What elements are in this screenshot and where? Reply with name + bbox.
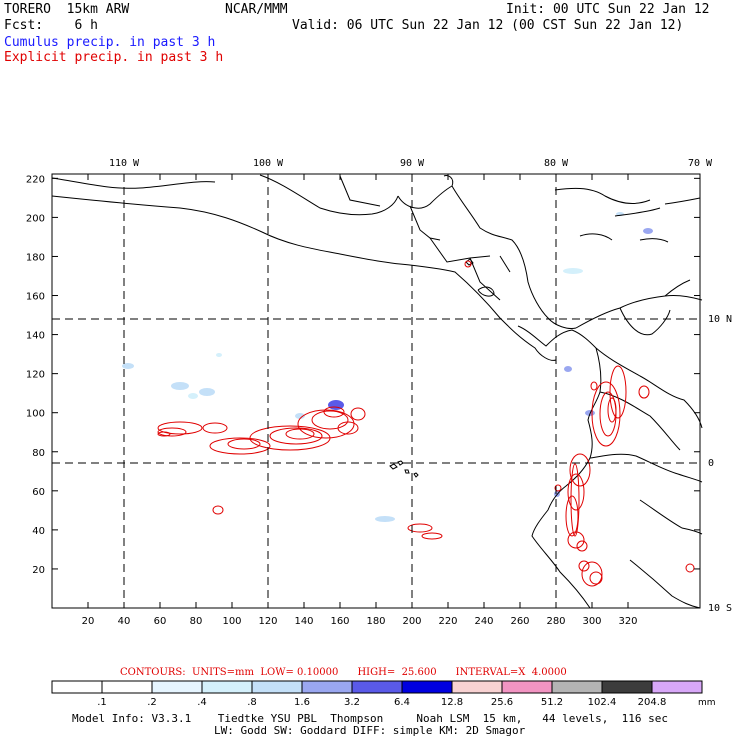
colorbar-label: 6.4 bbox=[394, 697, 410, 708]
x-tick-label: 260 bbox=[510, 616, 529, 627]
model-info-line2: LW: Godd SW: Goddard DIFF: simple KM: 2D… bbox=[214, 724, 526, 737]
lat-lon-gridlines bbox=[52, 174, 700, 608]
x-tick-label: 240 bbox=[474, 616, 493, 627]
y-tick-label: 40 bbox=[32, 526, 45, 537]
colorbar-swatch bbox=[101, 680, 153, 694]
colorbar-unit: mm bbox=[698, 698, 716, 708]
colorbar-swatch bbox=[301, 680, 353, 694]
y-tick-label: 60 bbox=[32, 487, 45, 498]
colorbar-label: 204.8 bbox=[638, 697, 667, 708]
colorbar-swatch bbox=[351, 680, 403, 694]
organization-label: NCAR/MMM bbox=[225, 2, 288, 17]
colorbar-swatch bbox=[551, 680, 603, 694]
plot-frame bbox=[51, 173, 701, 609]
y-tick-label: 200 bbox=[26, 213, 45, 224]
contour-info: CONTOURS: UNITS=mm LOW= 0.10000 HIGH= 25… bbox=[120, 667, 567, 678]
colorbar-swatch bbox=[451, 680, 503, 694]
y-tick-label: 20 bbox=[32, 565, 45, 576]
model-info-line1: Model Info: V3.3.1 Tiedtke YSU PBL Thomp… bbox=[72, 712, 669, 725]
x-tick-label: 80 bbox=[190, 616, 203, 627]
x-tick-label: 40 bbox=[118, 616, 131, 627]
y-tick-label: 100 bbox=[26, 409, 45, 420]
cumulus-precip-label: Cumulus precip. in past 3 h bbox=[4, 35, 216, 50]
explicit-precip-label: Explicit precip. in past 3 h bbox=[4, 50, 224, 65]
x-tick-label: 180 bbox=[366, 616, 385, 627]
y-tick-label: 220 bbox=[26, 174, 45, 185]
x-tick-label: 60 bbox=[154, 616, 167, 627]
explicit-precip-contours bbox=[157, 260, 695, 587]
colorbar-swatch bbox=[401, 680, 453, 694]
x-tick-label: 320 bbox=[618, 616, 637, 627]
colorbar-label: .8 bbox=[247, 697, 257, 708]
lon-label: 100 W bbox=[253, 158, 284, 169]
coastlines bbox=[51, 174, 703, 609]
lon-label: 110 W bbox=[109, 158, 140, 169]
x-tick-label: 160 bbox=[330, 616, 349, 627]
colorbar-swatch bbox=[51, 680, 103, 694]
colorbar-swatch bbox=[651, 680, 703, 694]
x-tick-label: 20 bbox=[82, 616, 95, 627]
lon-label: 90 W bbox=[400, 158, 425, 169]
x-tick-label: 300 bbox=[582, 616, 601, 627]
colorbar-label: 1.6 bbox=[294, 697, 310, 708]
lat-label: 0 bbox=[708, 458, 714, 469]
lon-label: 80 W bbox=[544, 158, 569, 169]
colorbar-label: .1 bbox=[97, 697, 107, 708]
x-tick-label: 140 bbox=[294, 616, 313, 627]
y-tick-label: 120 bbox=[26, 370, 45, 381]
colorbar-swatch bbox=[201, 680, 253, 694]
lon-label: 70 W bbox=[688, 158, 713, 169]
lat-label: 10 N bbox=[708, 314, 732, 325]
model-title: TORERO 15km ARW bbox=[4, 2, 130, 17]
x-tick-label: 120 bbox=[258, 616, 277, 627]
valid-time: Valid: 06 UTC Sun 22 Jan 12 (00 CST Sun … bbox=[292, 18, 684, 33]
x-tick-label: 280 bbox=[546, 616, 565, 627]
init-time: Init: 00 UTC Sun 22 Jan 12 bbox=[506, 2, 710, 17]
colorbar-label: 102.4 bbox=[588, 697, 617, 708]
y-tick-label: 160 bbox=[26, 292, 45, 303]
y-tick-label: 140 bbox=[26, 331, 45, 342]
colorbar-swatch bbox=[151, 680, 203, 694]
x-tick-label: 200 bbox=[402, 616, 421, 627]
colorbar-label: 25.6 bbox=[491, 697, 513, 708]
lat-label: 10 S bbox=[708, 603, 732, 614]
y-tick-label: 80 bbox=[32, 448, 45, 459]
precip-colorbar: .1 .2 .4 .8 1.6 3.2 6.4 12.8 25.6 51.2 102.4 204.8 m… bbox=[51, 680, 716, 708]
forecast-hour: Fcst: 6 h bbox=[4, 18, 98, 33]
colorbar-label: 51.2 bbox=[541, 697, 563, 708]
y-tick-label: 180 bbox=[26, 252, 45, 263]
colorbar-swatch bbox=[251, 680, 303, 694]
colorbar-label: .2 bbox=[147, 697, 157, 708]
colorbar-swatch bbox=[601, 680, 653, 694]
colorbar-label: 3.2 bbox=[344, 697, 360, 708]
x-tick-label: 100 bbox=[222, 616, 241, 627]
colorbar-label: .4 bbox=[197, 697, 207, 708]
colorbar-label: 12.8 bbox=[441, 697, 463, 708]
x-tick-label: 220 bbox=[438, 616, 457, 627]
colorbar-swatch bbox=[501, 680, 553, 694]
